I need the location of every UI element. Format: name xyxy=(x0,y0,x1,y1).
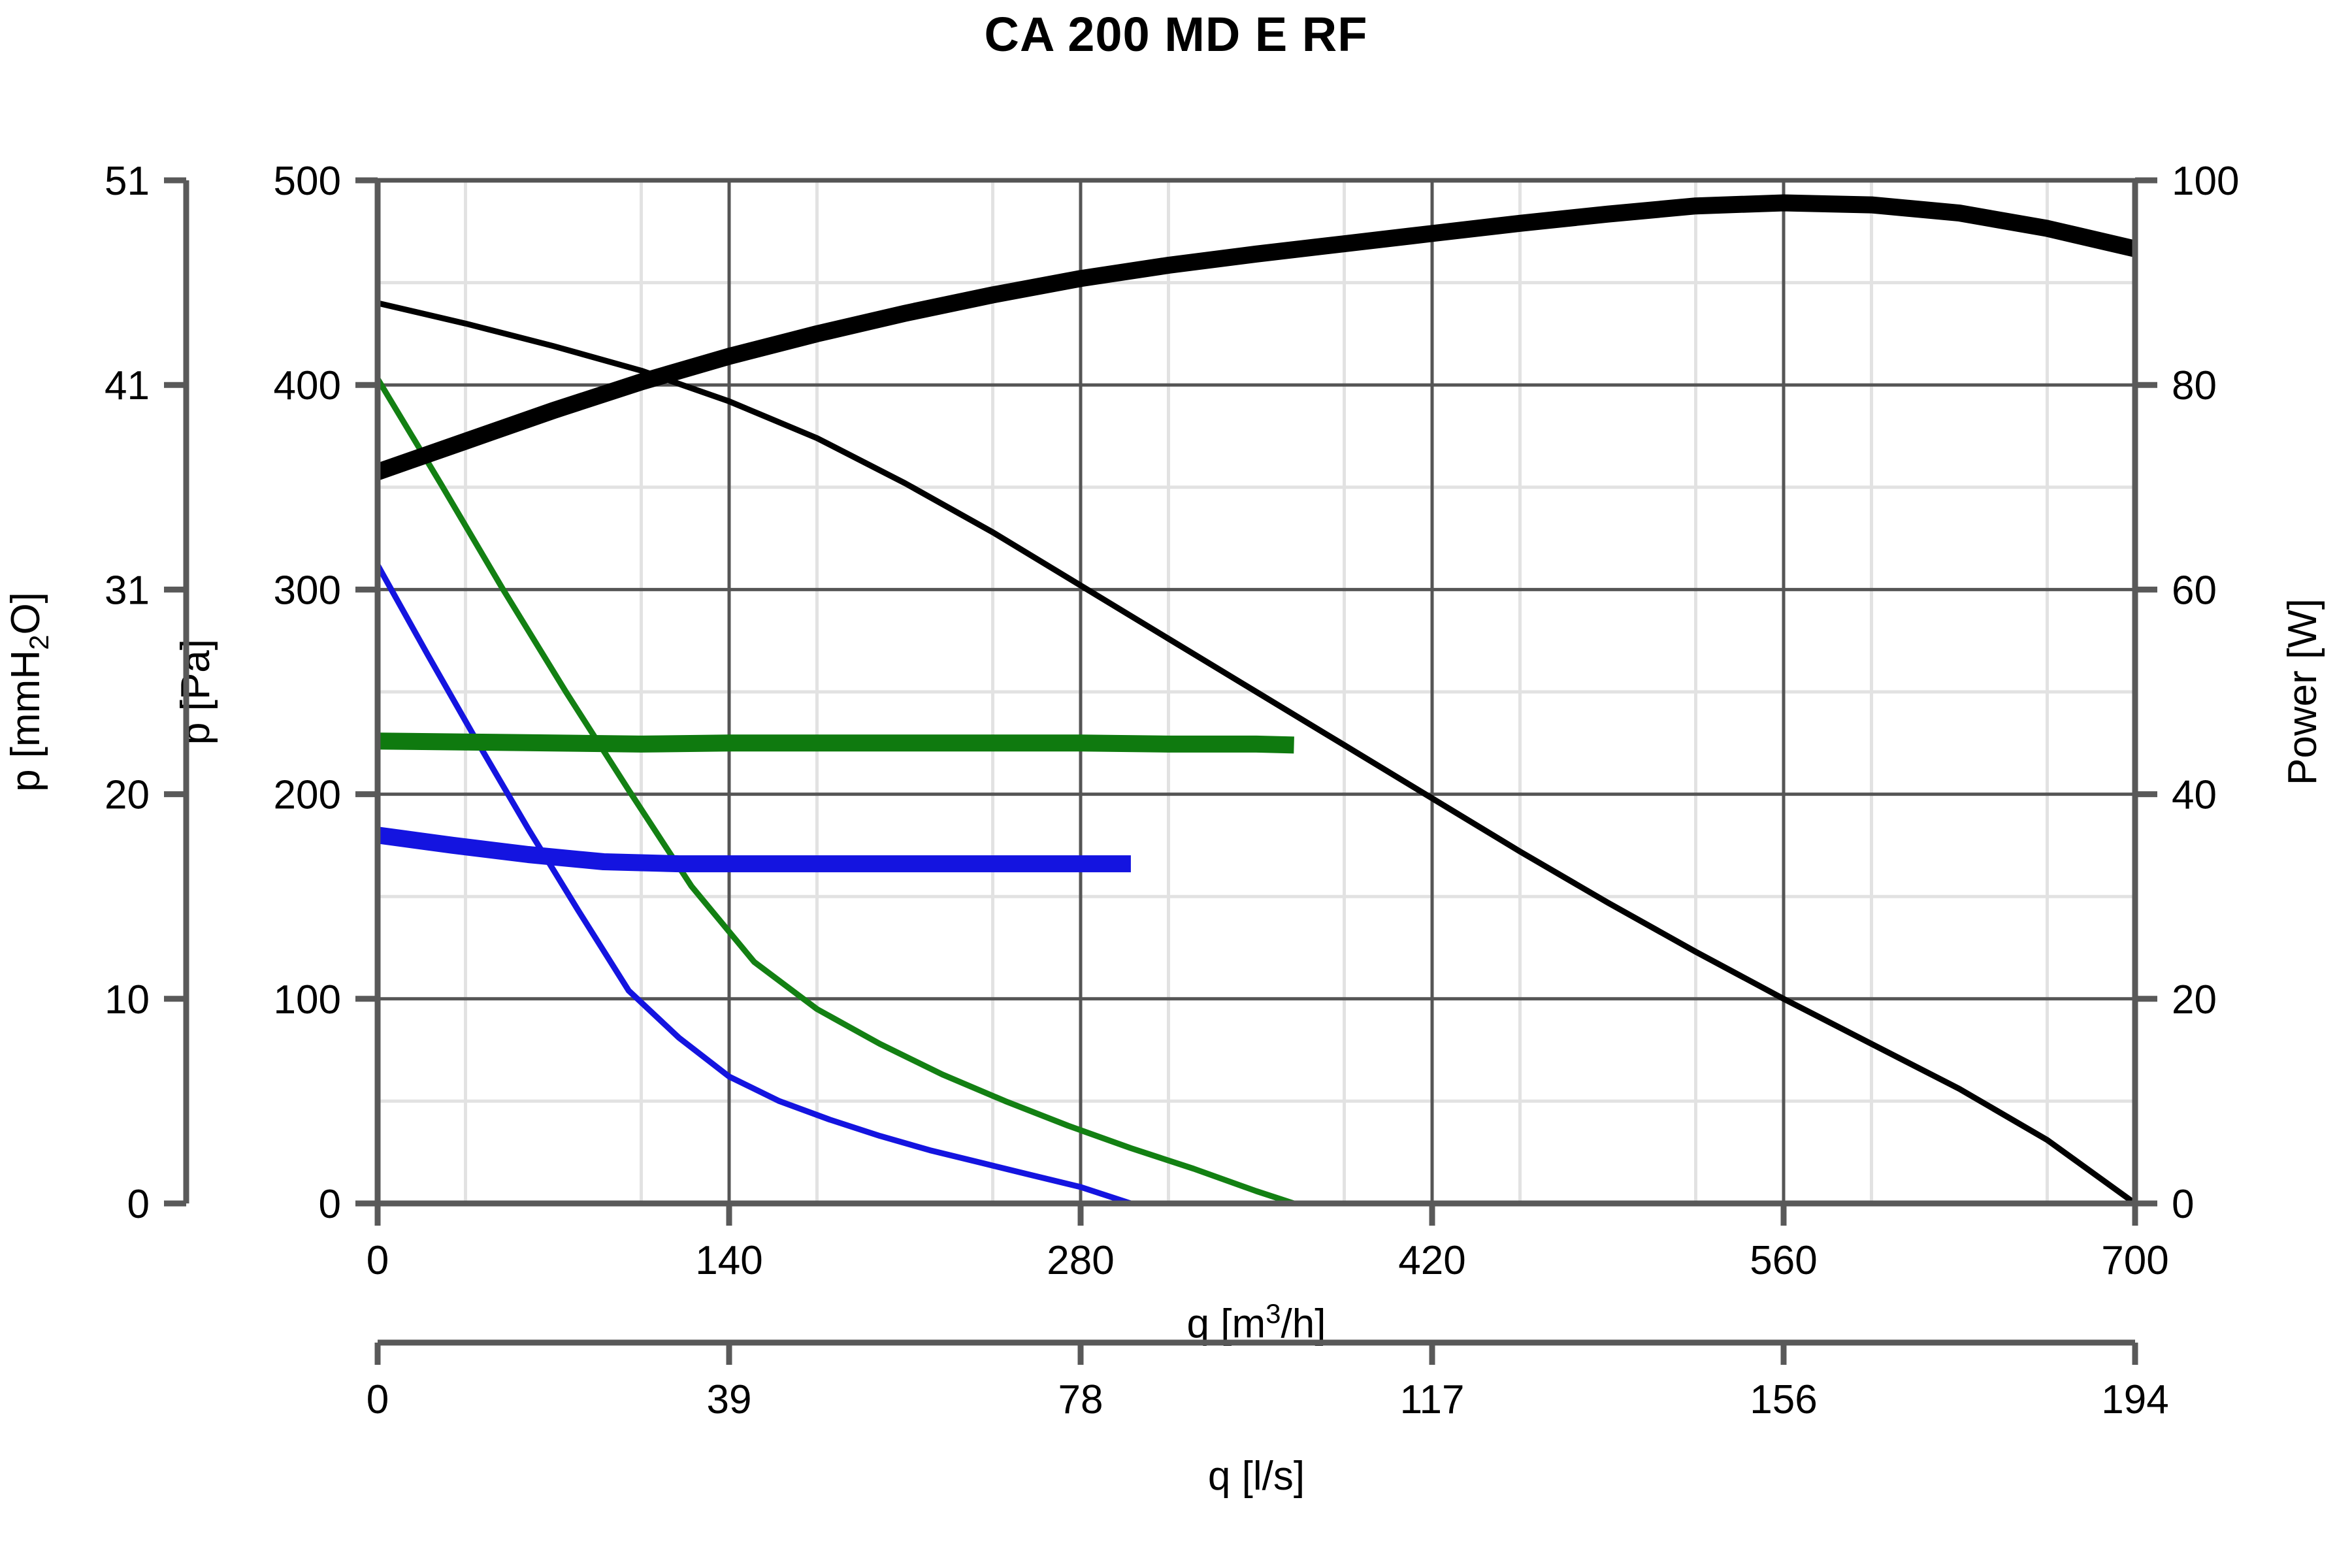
axis-left-pa-ticklabel: 500 xyxy=(274,159,341,204)
axis-right-power-ticklabel: 60 xyxy=(2172,568,2217,613)
series-power-speed-1 xyxy=(376,826,1131,873)
axis-bottom-m3h-ticklabel: 700 xyxy=(2101,1238,2168,1283)
chart-title: CA 200 MD E RF xyxy=(984,7,1368,61)
axis-bottom-m3h-ticklabel: 0 xyxy=(367,1238,389,1283)
axis-left-mmh2o-label: p [mmH2O] xyxy=(3,592,54,792)
axis-bottom-m3h-label: q [m3/h] xyxy=(1187,1298,1326,1347)
axis-right-power-ticklabel: 20 xyxy=(2172,977,2217,1022)
axis-left-pa-ticklabel: 0 xyxy=(319,1182,341,1227)
axis-bottom-ls-ticklabel: 117 xyxy=(1400,1377,1465,1422)
axis-left-mmh2o-ticklabel: 0 xyxy=(127,1182,150,1227)
axis-left-pa-ticklabel: 300 xyxy=(274,568,341,613)
axis-bottom-m3h-ticklabel: 420 xyxy=(1398,1238,1465,1283)
axis-bottom-ls-ticklabel: 156 xyxy=(1750,1377,1817,1422)
axis-bottom-ls-ticklabel: 194 xyxy=(2101,1377,2168,1422)
series-pressure-speed-1 xyxy=(375,563,1132,1207)
axis-left-pa-ticklabel: 200 xyxy=(274,773,341,818)
axis-bottom-ls-ticklabel: 78 xyxy=(1058,1377,1103,1422)
axis-bottom-m3h-ticklabel: 560 xyxy=(1750,1238,1817,1283)
axis-left-mmh2o-ticklabel: 41 xyxy=(105,363,150,408)
axis-right-power-ticklabel: 100 xyxy=(2172,159,2239,204)
series-power-speed-2 xyxy=(377,732,1294,754)
axis-left-mmh2o-ticklabel: 20 xyxy=(105,773,150,818)
axis-right-power-ticklabel: 0 xyxy=(2172,1182,2194,1227)
axis-bottom-ls-label: q [l/s] xyxy=(1208,1454,1305,1499)
axis-left-mmh2o-ticklabel: 31 xyxy=(105,568,150,613)
axis-bottom-ls-ticklabel: 39 xyxy=(707,1377,752,1422)
axis-left-pa-ticklabel: 400 xyxy=(274,363,341,408)
axis-left-mmh2o-ticklabel: 10 xyxy=(105,977,150,1022)
axis-bottom-m3h-ticklabel: 140 xyxy=(695,1238,762,1283)
axis-left-mmh2o-ticklabel: 51 xyxy=(105,159,150,204)
series-power-speed-3 xyxy=(374,194,2137,480)
axis-right-power-ticklabel: 80 xyxy=(2172,363,2217,408)
series-pressure-speed-2 xyxy=(375,377,1295,1207)
axis-left-pa-ticklabel: 100 xyxy=(274,977,341,1022)
axis-right-power-label: Power [W] xyxy=(2280,598,2325,785)
axis-left-pa-label: p [Pa] xyxy=(173,639,218,745)
axis-right-power-ticklabel: 40 xyxy=(2172,773,2217,818)
axis-bottom-ls-ticklabel: 0 xyxy=(367,1377,389,1422)
axis-bottom-m3h-ticklabel: 280 xyxy=(1047,1238,1114,1283)
